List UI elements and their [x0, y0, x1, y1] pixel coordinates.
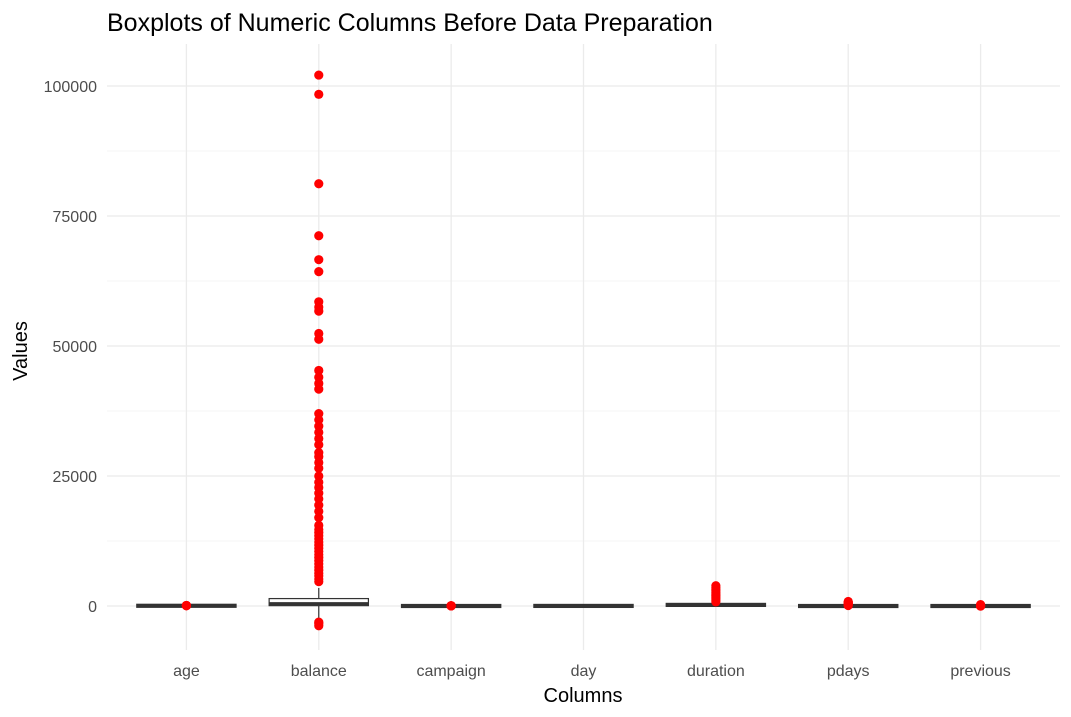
x-tick-label: duration	[687, 663, 745, 680]
x-tick-label: campaign	[416, 663, 485, 680]
outlier-point	[314, 328, 324, 339]
outlier-point	[314, 365, 324, 376]
outlier-point	[314, 372, 324, 382]
outlier-point	[314, 471, 324, 481]
outlier-point	[843, 596, 853, 607]
x-tick-label: age	[173, 663, 200, 680]
outlier-point	[314, 520, 324, 531]
outlier-point	[314, 70, 324, 80]
outlier-point	[314, 409, 324, 419]
outlier-point	[446, 601, 456, 611]
outlier-point	[314, 297, 324, 307]
box-previous	[930, 599, 1031, 611]
box-series	[136, 70, 1031, 631]
outlier-point	[181, 600, 192, 611]
outlier-point	[314, 89, 324, 99]
outlier-point	[711, 581, 721, 591]
outlier-point	[314, 267, 324, 277]
chart-title: Boxplots of Numeric Columns Before Data …	[107, 9, 713, 37]
x-axis-title: Columns	[544, 685, 623, 707]
box-day	[533, 603, 634, 609]
box-age	[136, 600, 237, 611]
outlier-point	[314, 448, 324, 458]
y-tick-label: 0	[88, 599, 97, 616]
outlier-point	[314, 255, 324, 265]
y-axis-tick-labels: 0 25000 50000 75000 100000	[44, 79, 97, 616]
box-pdays	[797, 596, 899, 611]
outlier-point	[314, 179, 324, 189]
outlier-point	[314, 231, 324, 241]
outlier-point	[975, 599, 986, 610]
y-tick-label: 75000	[53, 209, 98, 226]
x-tick-label: day	[571, 663, 597, 680]
box-campaign	[400, 601, 502, 611]
y-tick-label: 25000	[53, 469, 98, 486]
x-tick-label: balance	[291, 663, 347, 680]
outlier-point	[314, 617, 324, 627]
y-tick-label: 50000	[53, 339, 98, 356]
box-duration	[665, 581, 767, 608]
y-axis-title: Values	[10, 321, 32, 381]
y-tick-label: 100000	[44, 79, 97, 96]
major-gridlines	[107, 44, 1060, 650]
x-tick-label: pdays	[827, 663, 870, 680]
x-axis-tick-labels: age balance campaign day duration pdays previo…	[173, 663, 1011, 680]
x-tick-label: previous	[950, 663, 1010, 680]
box-balance	[268, 70, 370, 631]
